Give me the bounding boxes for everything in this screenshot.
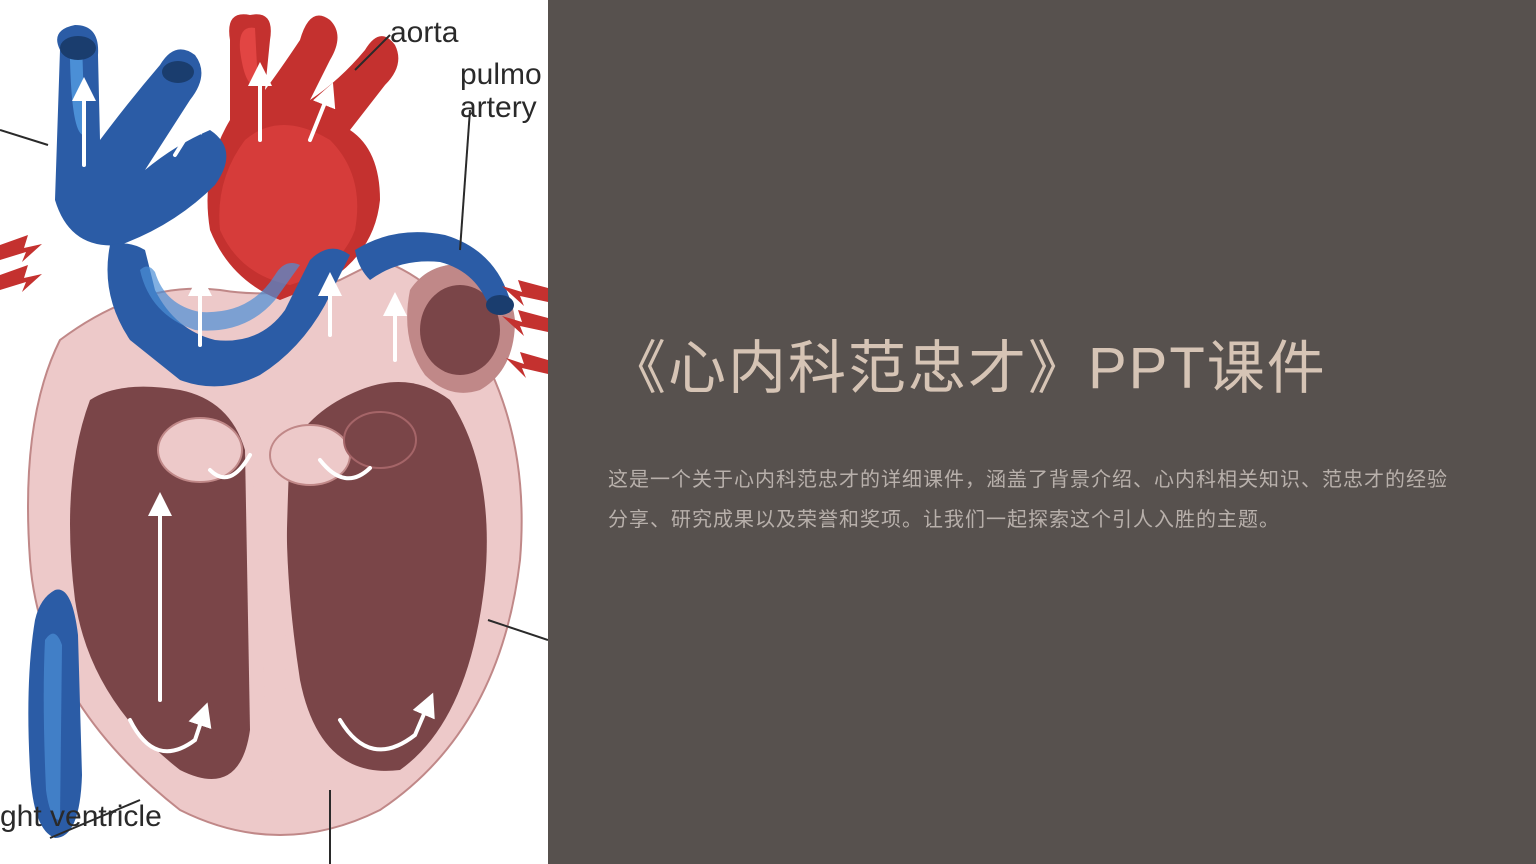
slide-description: 这是一个关于心内科范忠才的详细课件，涵盖了背景介绍、心内科相关知识、范忠才的经验… <box>608 460 1456 540</box>
diagram-label-ventricle: ght ventricle <box>0 800 162 834</box>
diagram-label-aorta: aorta <box>390 16 458 50</box>
content-panel: 《心内科范忠才》PPT课件 这是一个关于心内科范忠才的详细课件，涵盖了背景介绍、… <box>548 0 1536 864</box>
heart-diagram-panel: aorta pulmoartery ght ventricle <box>0 0 548 864</box>
slide-title: 《心内科范忠才》PPT课件 <box>608 325 1456 412</box>
heart-anatomy-illustration <box>0 0 548 864</box>
diagram-label-pulmonary: pulmoartery <box>460 58 542 124</box>
